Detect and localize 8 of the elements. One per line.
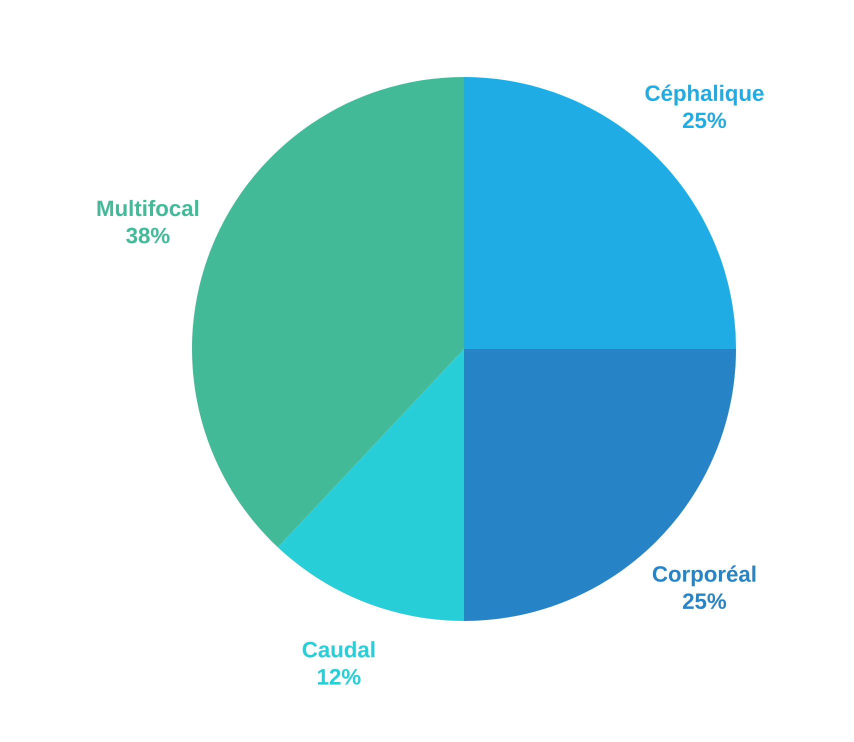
data-label: 25% (682, 112, 726, 128)
data-label: 38% (126, 228, 170, 244)
slice-label: Caudal (302, 641, 374, 658)
data-label: 25% (682, 593, 726, 610)
slice-label: Corporéal (652, 565, 756, 586)
data-label: 12% (318, 668, 360, 685)
slice-label: Céphalique (645, 84, 764, 106)
slice-label: Multifocal (98, 200, 198, 216)
